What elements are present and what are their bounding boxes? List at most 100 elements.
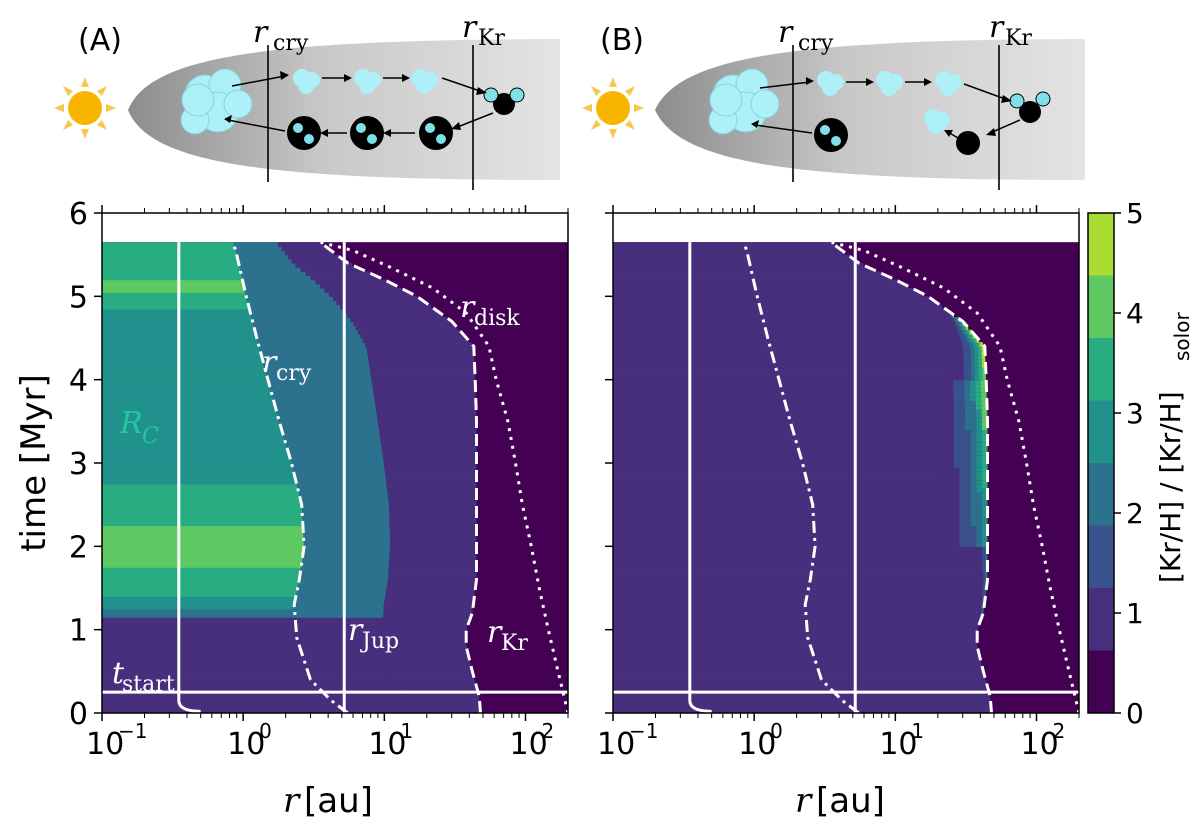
cell-b (965, 533, 971, 539)
cell-b (976, 458, 982, 464)
x-tick-exp: −1 (118, 719, 147, 743)
cell-b (962, 342, 966, 347)
cell-b (942, 508, 949, 514)
cell-b (958, 329, 961, 335)
cell-b (976, 413, 982, 418)
curve-b (830, 240, 1079, 713)
cell-a (102, 271, 241, 277)
cell-b (936, 458, 943, 464)
cell-b (613, 579, 988, 585)
cell-b (959, 408, 965, 414)
cell-b (984, 567, 986, 572)
cell-a (303, 542, 391, 547)
cell-b (981, 388, 987, 393)
cell-b (959, 454, 966, 460)
cell-a (295, 475, 386, 481)
cell-b (982, 608, 984, 614)
cell-b (936, 513, 943, 518)
schematic-b: (B) r cry r Kr (582, 10, 1085, 190)
cell-b (942, 400, 949, 406)
cell-b (979, 613, 980, 618)
cell-a (102, 288, 245, 293)
cell-b (959, 442, 966, 447)
cell-b (970, 483, 977, 489)
cell-b (964, 325, 967, 331)
cell-b (613, 521, 988, 527)
cell-b (613, 508, 988, 514)
cell-a (387, 488, 477, 493)
cell-a (362, 338, 469, 343)
cell-b (936, 471, 943, 477)
cell-b (979, 554, 981, 560)
cell-a (281, 425, 379, 431)
cell-b (969, 342, 973, 347)
cell-b (931, 517, 937, 522)
cell-b (952, 317, 954, 322)
cell-b (970, 350, 975, 356)
cell-b (981, 479, 988, 485)
cell-b (970, 475, 977, 481)
cell-a (373, 392, 476, 397)
cell-b (948, 513, 954, 518)
cell-b (985, 550, 987, 556)
cell-a (255, 329, 359, 335)
cell-b (965, 525, 971, 531)
cell-b (942, 533, 949, 539)
cell-b (936, 463, 943, 468)
cell-b (967, 375, 972, 381)
cell-b (931, 413, 937, 418)
cell-a (381, 633, 467, 639)
cell-a (274, 400, 376, 406)
cell-a (343, 308, 438, 314)
cell-a (270, 388, 374, 393)
cell-b (981, 571, 983, 577)
cell-b (977, 596, 979, 602)
cell-b (984, 554, 986, 560)
cell-b (953, 404, 960, 410)
cell-b (981, 513, 988, 518)
cell-b (931, 392, 937, 397)
cell-b (936, 446, 943, 452)
panel-label-b: (B) (600, 23, 644, 58)
colorbar-tick-label: 1 (1126, 597, 1144, 630)
cell-b (963, 367, 968, 372)
cell-b (978, 608, 980, 614)
cell-b (959, 333, 963, 339)
colorbar-swatch (1088, 588, 1114, 651)
cell-a (315, 279, 389, 285)
cell-b (981, 358, 986, 364)
cell-a (102, 279, 243, 285)
cell-b (970, 417, 977, 422)
cell-a (389, 529, 477, 535)
cell-b (965, 438, 971, 443)
cell-b (960, 329, 963, 335)
cell-b (959, 479, 966, 485)
cell-a (381, 442, 477, 447)
cell-b (948, 454, 954, 460)
cell-b (979, 342, 983, 347)
cell-b (978, 575, 980, 581)
cell-b (948, 467, 954, 472)
cell-b (970, 354, 975, 360)
cell-b (981, 608, 982, 614)
cell-b (959, 504, 966, 510)
cell-b (981, 554, 983, 560)
cell-a (102, 442, 286, 447)
cell-a (102, 642, 299, 647)
cell-a (390, 538, 477, 543)
cell-b (978, 579, 980, 585)
cell-b (936, 379, 943, 385)
cell-b (960, 367, 964, 372)
cell-b (965, 458, 971, 464)
cell-b (942, 467, 949, 472)
cell-a (102, 296, 247, 302)
cell-b (613, 333, 976, 339)
cell-b (982, 596, 984, 602)
cell-b (942, 492, 949, 497)
cell-a (102, 371, 267, 377)
cell-b (613, 708, 992, 713)
cell-a (379, 429, 477, 435)
cell-b (613, 604, 985, 610)
panel-label-a: (A) (78, 23, 122, 58)
cell-b (953, 383, 959, 389)
